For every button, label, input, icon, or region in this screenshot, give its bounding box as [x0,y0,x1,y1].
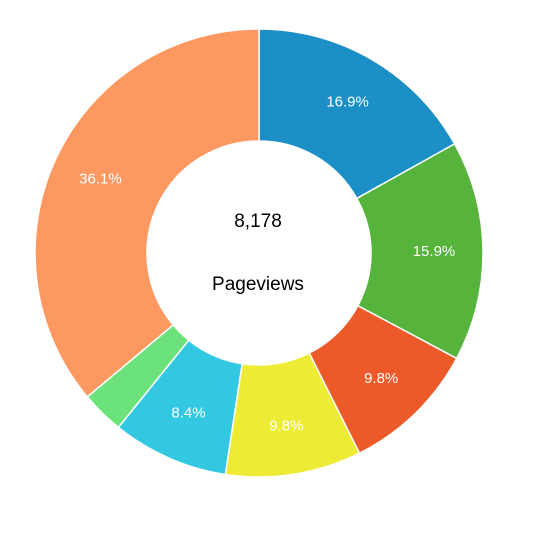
slice-label-1: 15.9% [413,243,456,260]
donut-slice-1 [355,142,484,360]
slice-label-2: 9.8% [364,370,398,387]
donut-slice-6 [34,28,260,398]
center-value: 8,178 [234,211,282,232]
center-label: Pageviews [212,274,304,295]
donut-slice-0 [258,28,456,200]
slice-label-6: 36.1% [79,170,122,187]
slice-label-3: 9.8% [269,417,303,434]
donut-slices [34,28,484,478]
slice-label-0: 16.9% [326,94,369,111]
slice-label-4: 8.4% [171,405,205,422]
slice-labels: 16.9% 15.9% 9.8% 9.8% 8.4% 36.1% [79,94,455,435]
